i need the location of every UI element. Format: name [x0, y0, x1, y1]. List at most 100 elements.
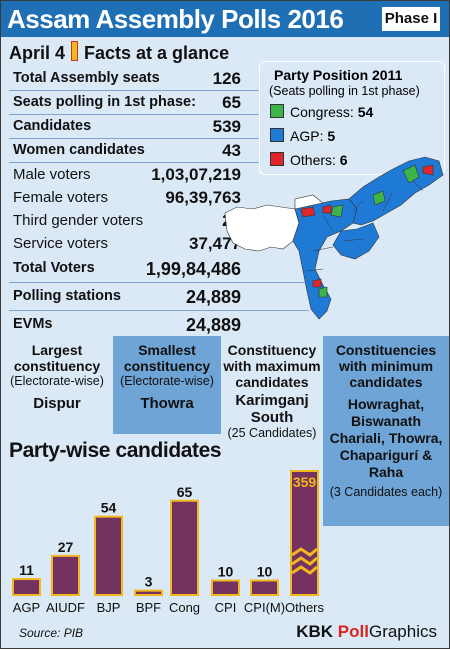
fact-value: 126	[212, 69, 241, 88]
legend-value: 54	[357, 104, 374, 120]
fact-label: Service voters	[13, 235, 109, 252]
legend-swatch	[270, 104, 284, 118]
data-label: 3	[145, 574, 153, 590]
facts-row: Female voters 96,39,763	[9, 186, 309, 209]
facts-row: Total Voters 1,99,84,486	[9, 255, 309, 283]
page-title: Assam Assembly Polls 2016	[7, 4, 344, 34]
map-region-north-white	[294, 194, 324, 210]
facts-header: April 4 Facts at a glance	[9, 41, 229, 65]
facts-table: Total Assembly seats 126 Seats polling in…	[9, 67, 309, 338]
chart-title: Party-wise candidates	[9, 439, 222, 462]
facts-row: Male voters 1,03,07,219	[9, 163, 309, 186]
smallest-constituency-card: Smallest constituency (Electorate-wise) …	[113, 336, 221, 434]
map-region-mid	[332, 222, 380, 260]
fact-value: 24,889	[185, 287, 241, 307]
smallest-title: Smallest constituency	[123, 342, 211, 374]
fact-value: 1,99,84,486	[145, 259, 241, 279]
brand-kbk: KBK	[296, 622, 334, 641]
legend-label: Congress:	[290, 104, 354, 120]
legend-swatch	[270, 152, 284, 166]
map-region-others	[322, 204, 332, 214]
map-region-others	[422, 164, 434, 176]
bar-agp	[12, 578, 41, 597]
legend-item-congress: Congress: 54	[270, 104, 373, 120]
brand-graphics: Graphics	[368, 622, 437, 641]
map-region-central	[292, 198, 358, 320]
source-note: Source: PIB	[19, 626, 84, 640]
brand-poll: Poll	[337, 622, 369, 641]
fact-label: Total Voters	[13, 260, 95, 276]
map-region-congress	[318, 286, 328, 298]
data-label: 65	[177, 484, 193, 500]
fact-label: Male voters	[13, 166, 91, 183]
smallest-value: Thowra	[140, 395, 194, 412]
highlights-row: Largest constituency (Electorate-wise) D…	[1, 336, 449, 526]
map-region-congress	[372, 190, 386, 206]
fact-value: 37,477	[189, 234, 241, 253]
party-candidates-chart: 11 AGP 27 AIUDF 54 BJP 3 BPF 65 Cong 10 CPI 10 CPI(M)…	[12, 470, 325, 615]
map-region-others	[312, 278, 322, 288]
max-candidates-card: Constituency with maximum candidates Kar…	[221, 336, 323, 448]
fact-label: Female voters	[13, 189, 109, 206]
min-title: Constituencies with minimum candidates	[335, 342, 437, 390]
tick-label: AIUDF	[46, 600, 85, 615]
fact-value: 539	[212, 117, 241, 136]
legend-value: 6	[339, 152, 348, 168]
phase-badge: Phase I	[381, 6, 441, 32]
bar-bpf	[134, 589, 163, 596]
fact-value: 1,03,07,219	[151, 165, 241, 184]
axis-break-mark	[291, 547, 318, 557]
map-region-others	[300, 206, 316, 218]
largest-constituency-card: Largest constituency (Electorate-wise) D…	[1, 336, 113, 434]
legend-swatch	[270, 128, 284, 142]
data-label: 54	[101, 500, 117, 516]
map-region-east	[348, 156, 444, 226]
max-sub: (25 Candidates)	[227, 426, 317, 440]
tick-label: AGP	[13, 600, 40, 615]
largest-title: Largest constituency	[13, 342, 101, 374]
fact-value: 43	[222, 141, 241, 160]
title-bar: Assam Assembly Polls 2016 Phase I	[1, 1, 449, 37]
tick-label: BPF	[136, 600, 161, 615]
assam-map	[224, 156, 444, 320]
largest-sub: (Electorate-wise)	[10, 374, 104, 388]
bar-aiudf	[51, 554, 80, 596]
bar-others	[290, 470, 319, 596]
min-candidates-card: Constituencies with minimum candidates H…	[323, 336, 449, 526]
calendar-marker-icon	[71, 41, 79, 61]
brand-logo: KBK PollGraphics	[296, 622, 437, 642]
facts-title: Facts at a glance	[84, 43, 230, 63]
legend-label: Others:	[290, 152, 336, 168]
fact-label: Third gender voters	[13, 212, 144, 229]
legend-item-others: Others: 6	[270, 152, 348, 168]
bar-cong	[170, 499, 199, 596]
party-position-legend: Party Position 2011 (Seats polling in 1s…	[259, 61, 445, 175]
fact-label: Total Assembly seats	[13, 70, 160, 86]
axis-break-mark	[291, 565, 318, 575]
data-label: 27	[58, 539, 74, 555]
bar-cpim	[250, 579, 279, 596]
legend-subtitle: (Seats polling in 1st phase)	[269, 84, 420, 98]
fact-label: Seats polling in 1st phase:	[13, 94, 196, 110]
data-label: 359	[293, 474, 317, 490]
facts-row: EVMs 24,889	[9, 311, 309, 338]
data-label: 10	[257, 564, 273, 580]
map-region-congress	[402, 164, 420, 184]
map-region-congress	[330, 204, 344, 218]
facts-row: Total Assembly seats 126	[9, 67, 309, 91]
legend-title: Party Position 2011	[274, 67, 403, 83]
data-label: 10	[218, 564, 234, 580]
tick-label: Others	[285, 600, 325, 615]
facts-row: Seats polling in 1st phase: 65	[9, 91, 309, 115]
max-title: Constituency with maximum candidates	[223, 342, 321, 390]
tick-label: CPI(M)	[244, 600, 285, 615]
facts-row: Polling stations 24,889	[9, 283, 309, 311]
legend-value: 5	[327, 128, 336, 144]
max-value: Karimganj South	[235, 392, 309, 426]
tick-label: BJP	[97, 600, 121, 615]
largest-value: Dispur	[33, 395, 81, 412]
fact-value: 24,889	[185, 315, 241, 335]
fact-value: 65	[222, 93, 241, 112]
fact-label: Women candidates	[13, 142, 145, 158]
